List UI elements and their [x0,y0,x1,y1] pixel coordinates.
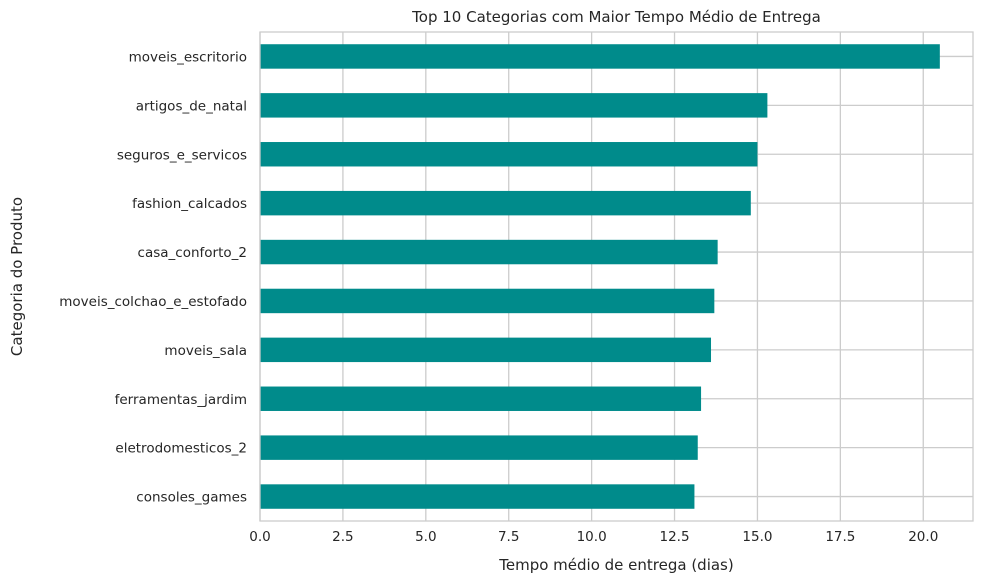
y-tick-label: artigos_de_natal [136,98,247,114]
x-tick-label: 12.5 [660,529,690,545]
y-tick-label: moveis_sala [164,343,247,359]
y-tick-label: moveis_colchao_e_estofado [59,294,247,310]
y-tick-label: casa_conforto_2 [138,245,247,261]
bars-layer [260,44,940,509]
x-axis-label: Tempo médio de entrega (dias) [498,556,733,574]
y-ticks: moveis_escritorio artigos_de_natalseguros… [59,49,247,505]
y-tick-label: fashion_calcados [132,196,247,212]
y-tick-label: moveis_escritorio [129,49,247,65]
x-tick-label: 5.0 [415,529,436,545]
bar-artigos_de_natal [260,93,768,118]
x-tick-label: 15.0 [742,529,772,545]
bar-seguros_e_servicos [260,142,758,167]
bar-fashion_calcados [260,190,751,216]
y-tick-label: ferramentas_jardim [115,392,247,408]
x-tick-label: 17.5 [825,529,855,545]
bar-consoles_games [260,484,695,509]
y-tick-label: consoles_games [136,490,247,506]
x-tick-label: 20.0 [908,529,938,545]
x-ticks: 0.0 2.5 5.0 7.5 10.0 12.5 15.0 17.5 20.0 [249,529,938,545]
x-tick-label: 0.0 [249,529,270,545]
x-tick-label: 7.5 [498,529,519,545]
x-tick-label: 10.0 [577,529,607,545]
bar-eletrodomesticos_2 [260,435,698,460]
bar-casa_conforto_2 [260,239,718,265]
y-axis-label: Categoria do Produto [8,197,26,356]
bar-ferramentas_jardim [260,386,702,411]
y-tick-label: eletrodomesticos_2 [115,441,247,457]
chart-title: Top 10 Categorias com Maior Tempo Médio … [411,8,821,26]
bar-moveis_escritorio [260,44,940,69]
y-tick-label: seguros_e_servicos [117,147,247,163]
bar-moveis_sala [260,337,712,363]
bar-moveis_colchao_e_estofado [260,288,715,314]
x-tick-label: 2.5 [332,529,353,545]
plot-frame [259,31,974,522]
